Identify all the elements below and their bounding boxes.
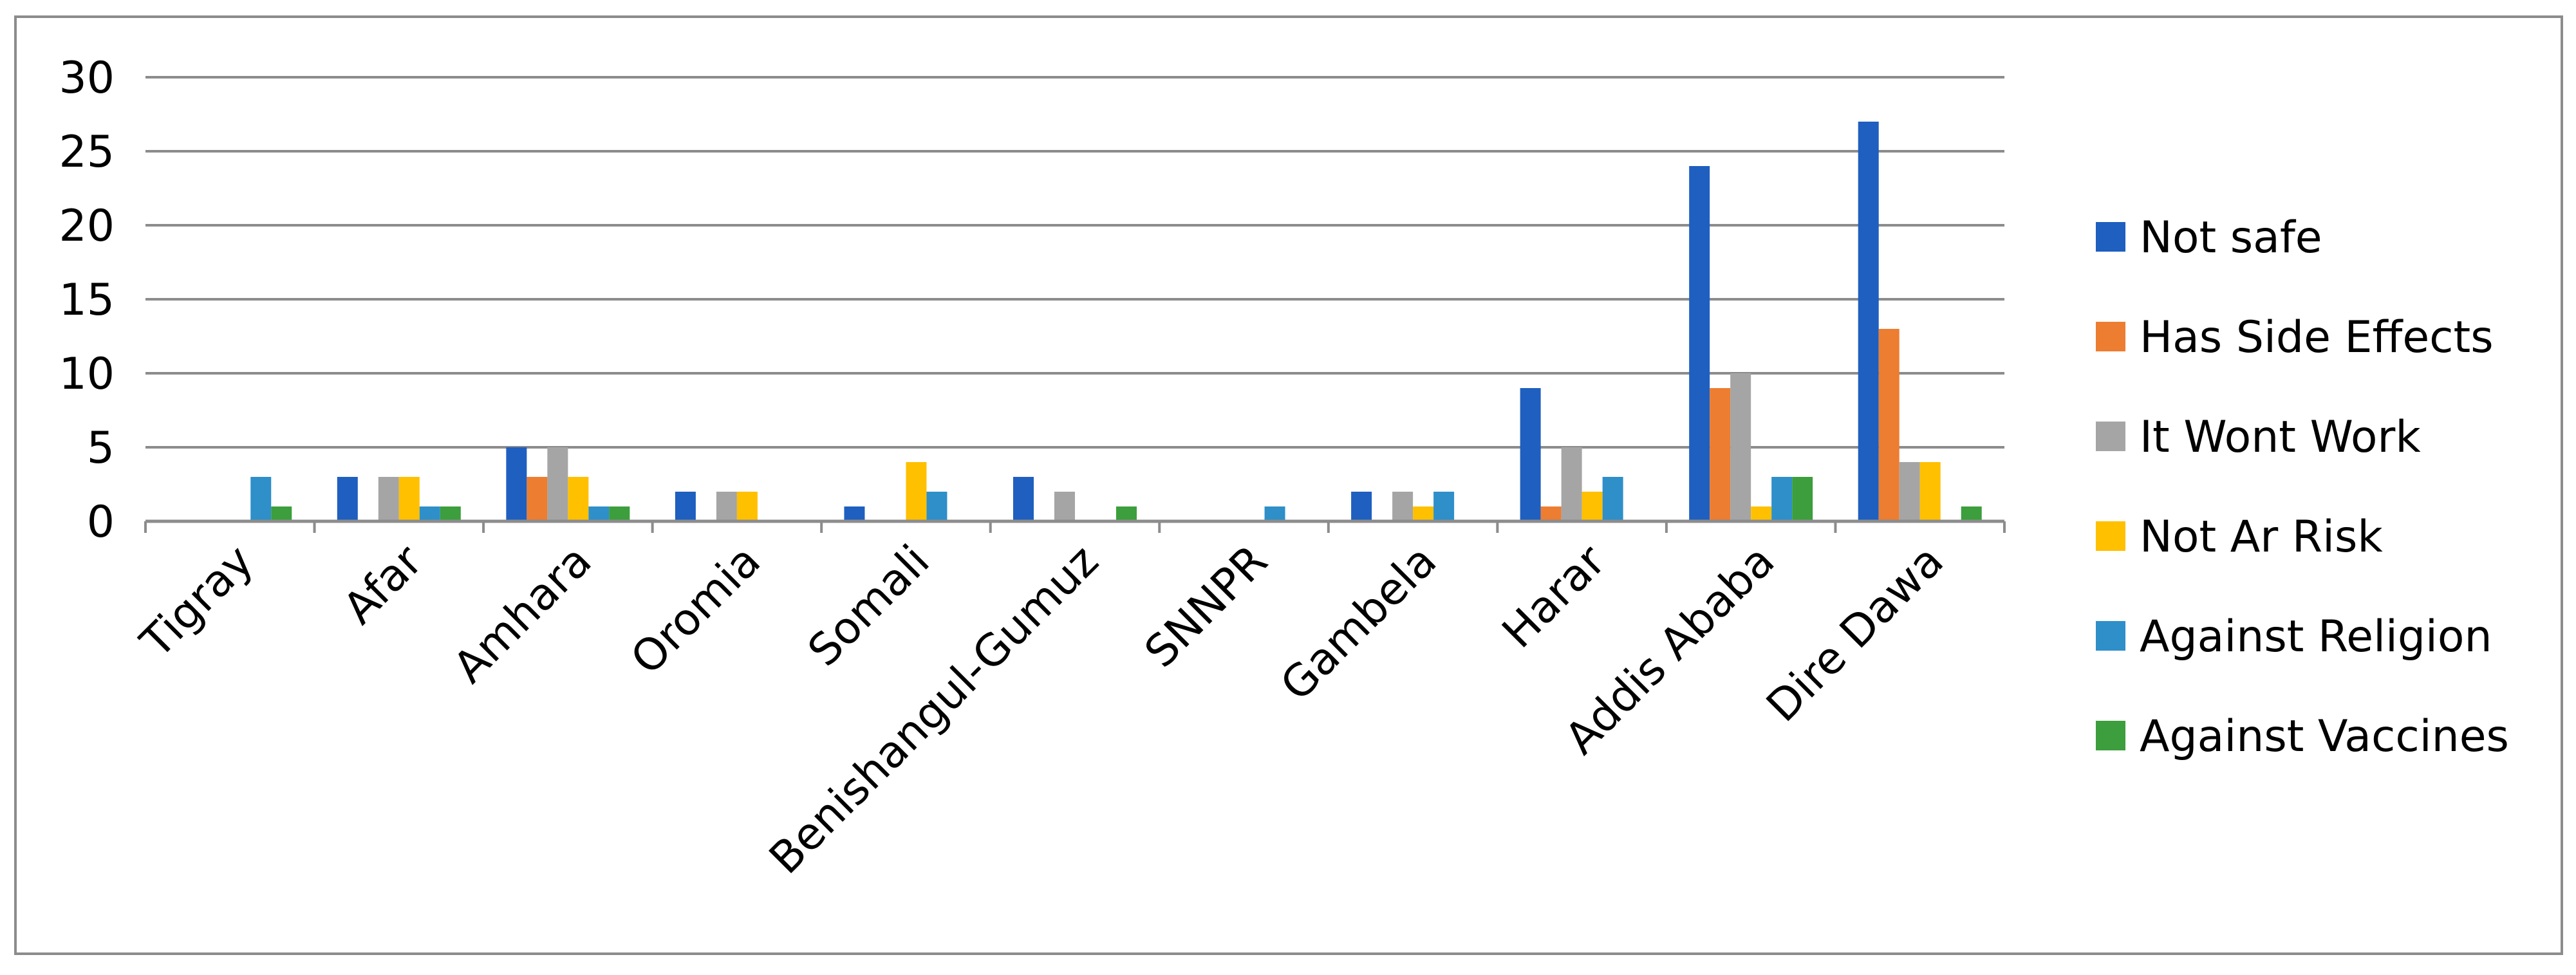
- bar-it-wont-work-dire-dawa: [1899, 462, 1920, 521]
- chart-border: [14, 15, 2563, 955]
- bar-it-wont-work-gambela: [1392, 492, 1414, 521]
- bar-it-wont-work-amhara: [547, 447, 568, 521]
- y-tick-label: 30: [59, 53, 115, 104]
- bar-not-safe-oromia: [675, 492, 696, 521]
- bar-against-religion-gambela: [1433, 492, 1455, 521]
- legend-label-not-safe: Not safe: [2140, 212, 2322, 263]
- legend-label-against-religion: Against Religion: [2140, 611, 2492, 662]
- bar-not-ar-risk-afar: [398, 477, 420, 521]
- bar-not-ar-risk-somali: [906, 462, 927, 521]
- bar-it-wont-work-afar: [378, 477, 399, 521]
- bar-it-wont-work-harar: [1561, 447, 1582, 521]
- bar-it-wont-work-addis-ababa: [1730, 373, 1751, 521]
- bar-not-safe-addis-ababa: [1689, 166, 1710, 521]
- bars: [250, 122, 1982, 521]
- bar-not-safe-afar: [337, 477, 358, 521]
- bar-not-ar-risk-harar: [1582, 492, 1603, 521]
- legend-swatch-has-side-effects: [2096, 322, 2125, 351]
- bar-not-ar-risk-dire-dawa: [1919, 462, 1941, 521]
- y-tick-label: 15: [59, 275, 115, 326]
- bar-it-wont-work-oromia: [716, 492, 737, 521]
- y-tick-label: 0: [87, 497, 115, 548]
- bar-has-side-effects-addis-ababa: [1710, 388, 1731, 521]
- bar-against-vaccines-amhara: [609, 506, 630, 521]
- bar-against-religion-tigray: [250, 477, 272, 521]
- y-tick-label: 25: [59, 127, 115, 178]
- bar-has-side-effects-amhara: [527, 477, 548, 521]
- bar-against-vaccines-dire-dawa: [1961, 506, 1982, 521]
- bar-not-safe-gambela: [1351, 492, 1372, 521]
- bar-not-ar-risk-oromia: [736, 492, 758, 521]
- bar-not-safe-somali: [844, 506, 865, 521]
- bar-not-safe-dire-dawa: [1858, 122, 1879, 521]
- y-tick-label: 20: [59, 201, 115, 252]
- bar-not-safe-amhara: [506, 447, 527, 521]
- legend-label-it-wont-work: It Wont Work: [2140, 412, 2421, 463]
- x-axis: [144, 519, 2006, 533]
- legend-swatch-not-ar-risk: [2096, 521, 2125, 551]
- bar-against-religion-amhara: [588, 506, 610, 521]
- bar-not-safe-benishangul-gumuz: [1013, 477, 1034, 521]
- legend-label-not-ar-risk: Not Ar Risk: [2140, 512, 2383, 562]
- bar-not-ar-risk-amhara: [568, 477, 589, 521]
- bar-it-wont-work-benishangul-gumuz: [1054, 492, 1075, 521]
- bar-against-religion-afar: [419, 506, 440, 521]
- legend-label-has-side-effects: Has Side Effects: [2140, 312, 2494, 363]
- legend-swatch-against-vaccines: [2096, 721, 2125, 750]
- legend-label-against-vaccines: Against Vaccines: [2140, 711, 2509, 762]
- bar-against-vaccines-addis-ababa: [1792, 477, 1813, 521]
- bar-not-ar-risk-gambela: [1413, 506, 1434, 521]
- bar-against-religion-somali: [926, 492, 947, 521]
- bar-against-religion-harar: [1602, 477, 1623, 521]
- y-tick-label: 10: [59, 349, 115, 400]
- bar-against-vaccines-afar: [440, 506, 461, 521]
- bar-against-vaccines-tigray: [271, 506, 292, 521]
- legend-swatch-not-safe: [2096, 222, 2125, 252]
- bar-not-safe-harar: [1520, 388, 1541, 521]
- legend: Not safe Has Side Effects It Wont Work Not …: [2096, 212, 2509, 762]
- bar-has-side-effects-dire-dawa: [1878, 329, 1899, 521]
- bar-has-side-effects-harar: [1540, 506, 1562, 521]
- legend-swatch-against-religion: [2096, 621, 2125, 651]
- bar-not-ar-risk-addis-ababa: [1751, 506, 1772, 521]
- y-tick-label: 5: [87, 423, 115, 474]
- bar-against-religion-addis-ababa: [1771, 477, 1793, 521]
- bar-against-religion-snnpr: [1264, 506, 1285, 521]
- legend-swatch-it-wont-work: [2096, 422, 2125, 451]
- bar-against-vaccines-benishangul-gumuz: [1116, 506, 1137, 521]
- y-axis-ticks: 0 5 10 15 20 25 30: [59, 53, 115, 548]
